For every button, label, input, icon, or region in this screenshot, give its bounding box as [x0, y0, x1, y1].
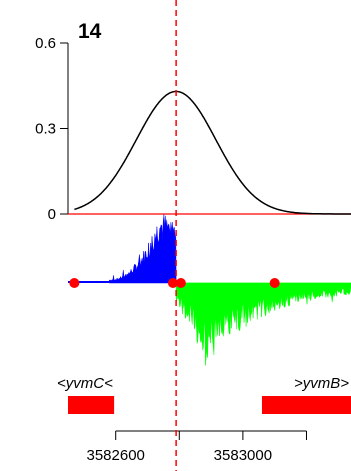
- y-tick-label: 0.6: [35, 35, 56, 52]
- red-point: [167, 278, 178, 288]
- density-curve-layer: [74, 90, 351, 215]
- gene-bar: [261, 396, 351, 414]
- x-tick-label: 3583000: [214, 447, 272, 464]
- red-point: [175, 278, 186, 288]
- y-tick-label: 0.3: [35, 121, 56, 138]
- labels: 0 0.3 0.6 14 <yvmC< >yvmB> 3582600 3583000: [35, 20, 349, 464]
- coverage-minus-strand: [175, 282, 351, 366]
- panel-label: 14: [78, 20, 102, 43]
- y-tick-label: 0: [48, 206, 56, 223]
- red-points: [69, 278, 280, 288]
- density-curve: [74, 90, 351, 215]
- coverage-plus-strand: [109, 214, 177, 284]
- x-tick-label: 3582600: [86, 447, 144, 464]
- red-point: [269, 278, 280, 288]
- gene-track: [68, 396, 351, 414]
- gene-bar: [68, 396, 115, 414]
- gene-label: >yvmB>: [294, 375, 349, 392]
- gene-label: <yvmC<: [57, 375, 113, 392]
- coverage-tracks: [68, 214, 351, 366]
- red-point: [69, 278, 80, 288]
